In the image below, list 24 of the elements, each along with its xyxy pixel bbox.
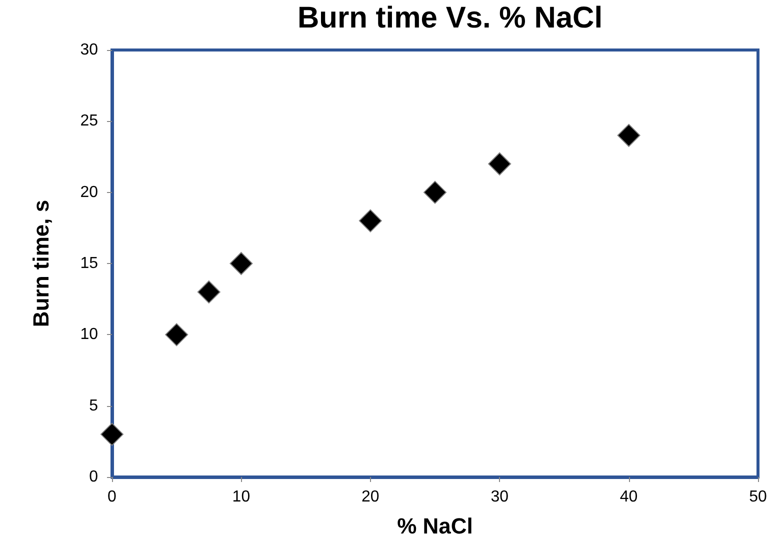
point xyxy=(617,124,640,147)
x-axis-title: % NaCl xyxy=(397,514,473,538)
x-tick-label: 0 xyxy=(108,488,117,506)
point xyxy=(488,152,512,176)
y-axis-title: Burn time, s xyxy=(28,200,54,328)
point xyxy=(424,180,446,204)
y-tick-label: 5 xyxy=(89,397,98,414)
y-tick-label: 20 xyxy=(80,184,98,201)
point xyxy=(197,280,220,304)
y-tick-label: 25 xyxy=(80,112,98,130)
x-tick-label: 50 xyxy=(749,488,767,506)
chart-title: Burn time Vs. % NaCl xyxy=(297,2,603,34)
point xyxy=(358,209,382,232)
y-tick-label: 10 xyxy=(80,326,98,344)
x-tick-label: 10 xyxy=(232,488,250,506)
x-tick-label: 30 xyxy=(490,488,509,506)
point xyxy=(165,323,188,346)
point xyxy=(100,422,124,446)
y-tick-label: 30 xyxy=(80,42,98,58)
x-tick-label: 20 xyxy=(362,488,380,506)
x-tick-label: 40 xyxy=(620,488,638,506)
point xyxy=(230,252,253,275)
y-tick-label: 15 xyxy=(80,255,98,272)
y-tick-label: 0 xyxy=(89,468,98,486)
